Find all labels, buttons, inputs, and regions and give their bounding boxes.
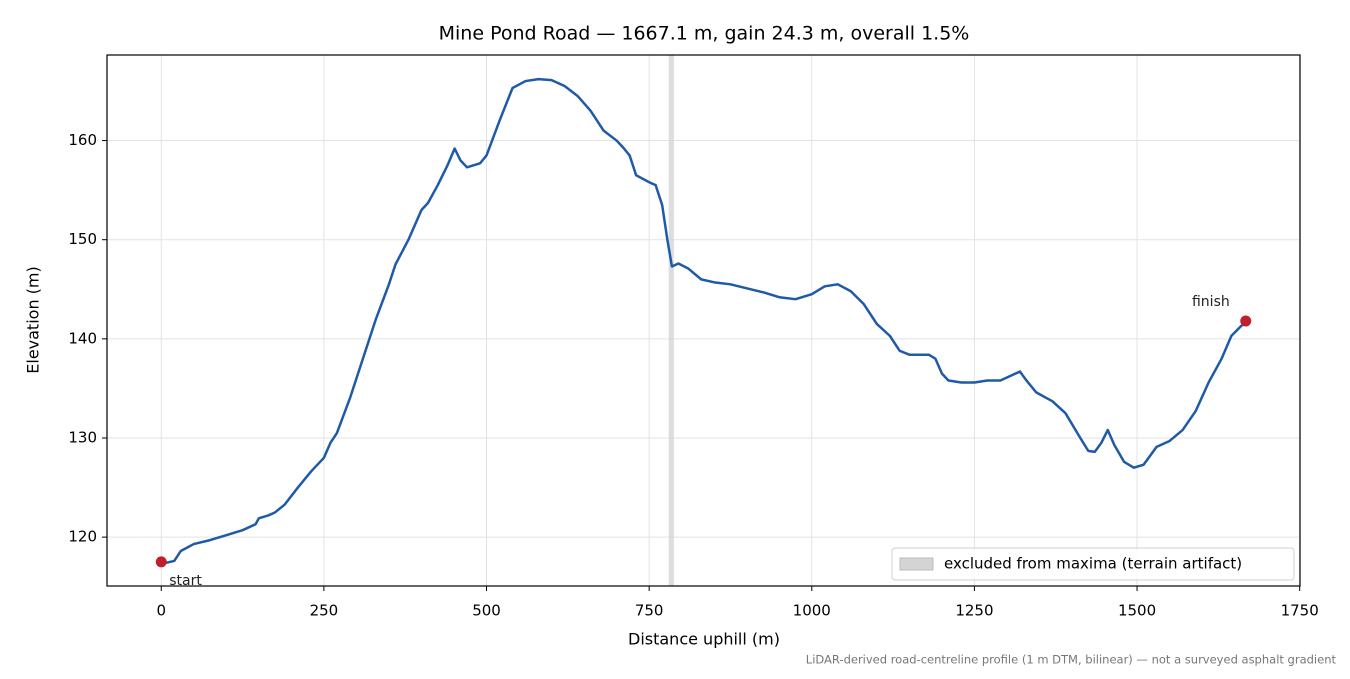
x-tick-label: 250 — [310, 602, 339, 620]
x-tick-label: 1000 — [793, 602, 831, 620]
x-tick-label: 1500 — [1118, 602, 1156, 620]
legend-box — [891, 547, 1295, 581]
x-tick-label: 750 — [635, 602, 664, 620]
y-tick-label: 150 — [68, 230, 97, 248]
x-tick-label: 1250 — [955, 602, 993, 620]
y-tick-label: 120 — [68, 528, 97, 546]
endpoint-marker — [155, 556, 167, 568]
endpoint-label: start — [169, 573, 202, 589]
y-tick-label: 130 — [68, 428, 97, 446]
excluded-band — [668, 55, 674, 586]
endpoint-marker — [1240, 315, 1252, 327]
x-tick-label: 500 — [472, 602, 501, 620]
y-tick-label: 160 — [68, 131, 97, 149]
y-axis-label: Elevation (m) — [24, 266, 43, 373]
legend-label: excluded from maxima (terrain artifact) — [944, 555, 1242, 573]
x-tick-label: 1750 — [1281, 602, 1319, 620]
plot-frame — [106, 54, 1301, 587]
legend-swatch — [899, 557, 934, 571]
x-tick-label: 0 — [156, 602, 166, 620]
x-axis-label: Distance uphill (m) — [628, 630, 780, 649]
elevation-line — [160, 77, 1247, 566]
footnote: LiDAR-derived road-centreline profile (1… — [806, 653, 1337, 667]
chart-title: Mine Pond Road — 1667.1 m, gain 24.3 m, … — [439, 23, 970, 45]
endpoint-label: finish — [1192, 294, 1230, 310]
y-tick-label: 140 — [68, 329, 97, 347]
